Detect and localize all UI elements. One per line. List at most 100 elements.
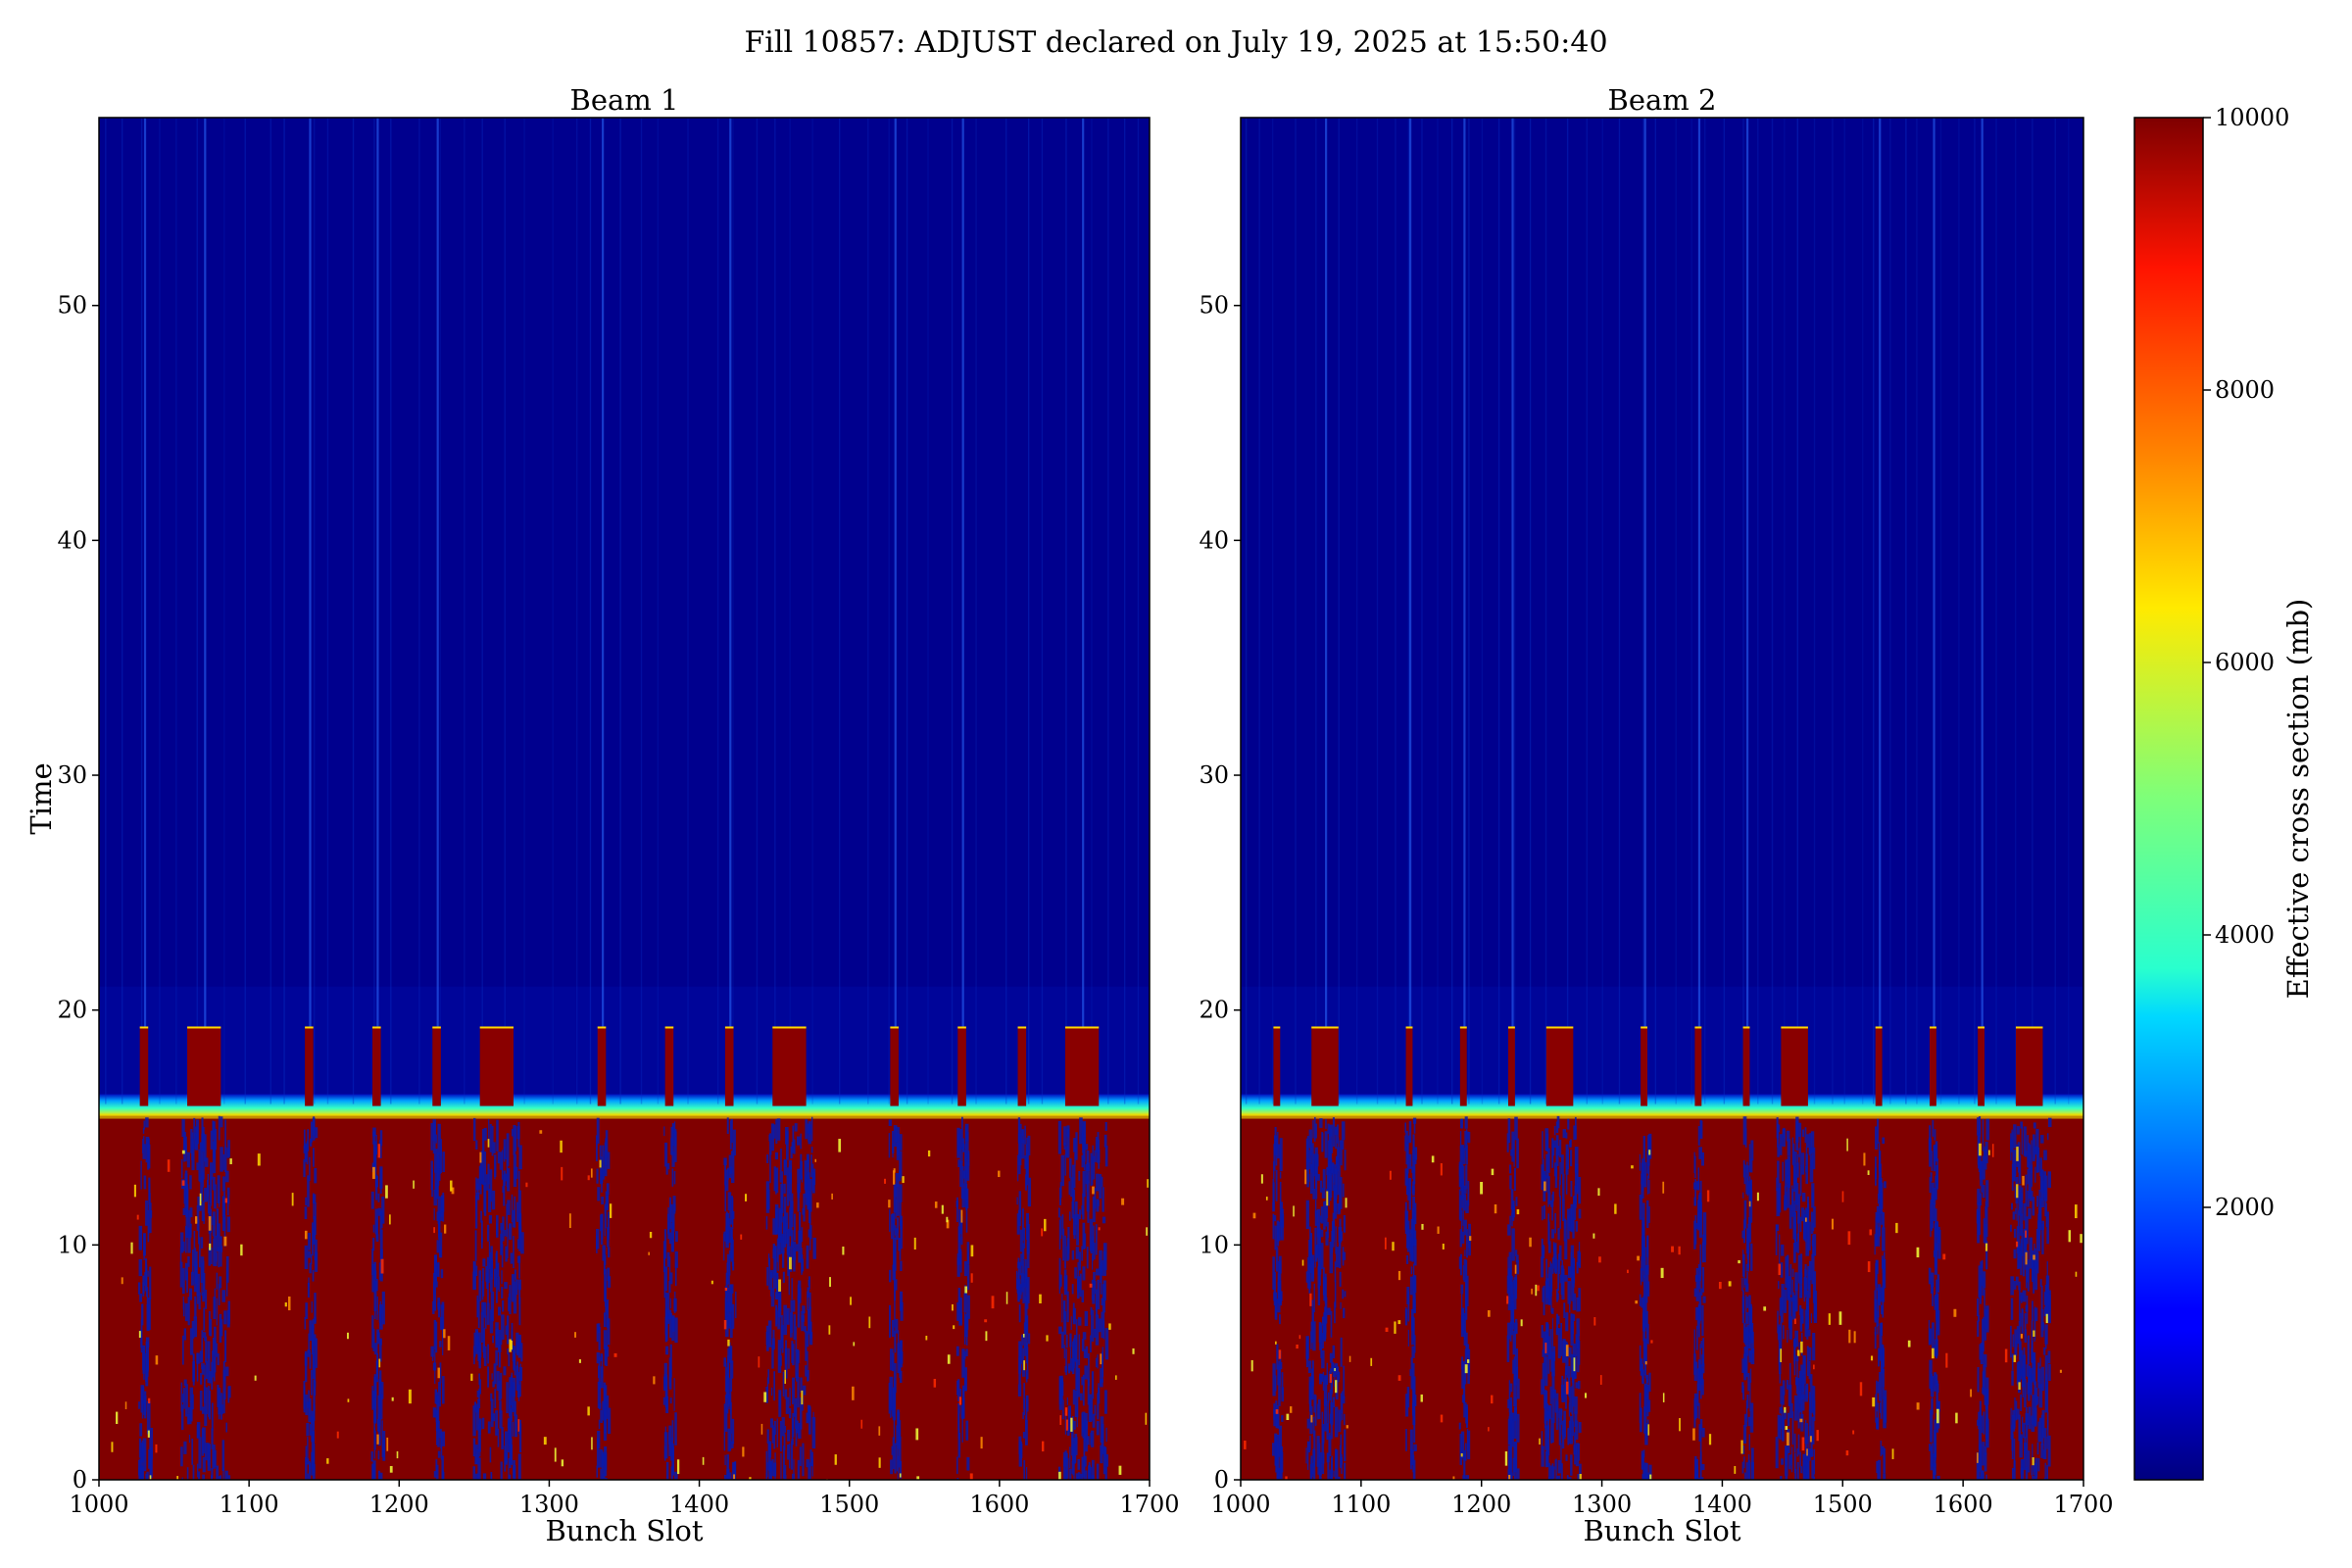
colorbar-gradient xyxy=(2133,117,2204,1481)
gap-speck xyxy=(436,1155,440,1186)
noise-dot xyxy=(1544,1343,1547,1353)
gap-speck xyxy=(1023,1383,1025,1409)
gap-speck xyxy=(2019,1213,2024,1236)
gap-speck xyxy=(514,1400,516,1416)
gap-speck xyxy=(1092,1295,1096,1304)
faint-streak xyxy=(1315,118,1317,1104)
faint-streak xyxy=(352,118,355,1104)
noise-dot xyxy=(1763,1306,1767,1311)
gap-speck xyxy=(1693,1220,1696,1250)
gap-speck xyxy=(1936,1279,1938,1311)
noise-dot xyxy=(1508,1474,1511,1480)
gap-speck xyxy=(1057,1120,1062,1154)
noise-dot xyxy=(590,1168,593,1178)
gap-speck xyxy=(1410,1449,1414,1466)
gap-speck xyxy=(487,1224,490,1242)
gap-speck xyxy=(725,1272,728,1297)
gap-speck xyxy=(516,1239,520,1250)
gap-speck xyxy=(1551,1390,1555,1423)
gap-speck xyxy=(892,1237,897,1271)
gap-speck xyxy=(1309,1233,1313,1265)
faint-streak xyxy=(1813,118,1816,1104)
gap-speck xyxy=(1747,1217,1752,1243)
gap-speck xyxy=(1075,1359,1079,1391)
gap-speck xyxy=(1555,1400,1559,1431)
gap-speck xyxy=(433,1319,437,1350)
gap-speck xyxy=(1795,1241,1798,1252)
gap-speck xyxy=(188,1288,193,1300)
gap-speck xyxy=(205,1361,208,1380)
gap-speck xyxy=(797,1185,800,1212)
gap-speck xyxy=(1412,1275,1416,1290)
gap-speck xyxy=(1541,1325,1544,1339)
train-cap xyxy=(1545,1026,1574,1106)
gap-speck xyxy=(1307,1441,1311,1453)
gap-speck xyxy=(2040,1366,2044,1392)
gap-speck xyxy=(505,1246,508,1262)
train-cap-edge xyxy=(187,1026,221,1029)
gap-speck xyxy=(1799,1132,1801,1166)
gap-speck xyxy=(780,1149,782,1170)
gap-speck xyxy=(1976,1451,1980,1480)
gap-speck xyxy=(507,1200,511,1215)
gap-speck xyxy=(1279,1138,1283,1172)
gap-speck xyxy=(181,1268,185,1295)
gap-speck xyxy=(1544,1425,1547,1450)
gap-speck xyxy=(965,1348,968,1357)
noise-dot xyxy=(1648,1150,1651,1155)
gap-speck xyxy=(771,1458,774,1477)
gap-speck xyxy=(488,1119,490,1148)
gap-speck xyxy=(502,1299,505,1312)
beam2-ticks: 1000 1100 1200 1300 1400 1500 1600 170001020304… xyxy=(1199,292,2113,1518)
gap-speck xyxy=(1542,1245,1545,1259)
faint-streak xyxy=(1974,118,1976,1104)
gap-speck xyxy=(786,1178,790,1206)
gap-speck xyxy=(1798,1370,1802,1382)
gap-speck xyxy=(180,1158,183,1179)
gap-speck xyxy=(809,1225,812,1240)
gap-speck xyxy=(1507,1118,1511,1144)
noise-dot xyxy=(933,1378,937,1388)
gap-speck xyxy=(668,1280,671,1293)
gap-speck xyxy=(1337,1124,1339,1144)
gap-speck xyxy=(1550,1307,1554,1314)
gap-speck xyxy=(1544,1390,1547,1409)
gap-speck xyxy=(1101,1176,1103,1188)
noise-dot xyxy=(2045,1313,2048,1324)
gap-speck xyxy=(1547,1336,1550,1350)
gap-speck xyxy=(180,1382,183,1412)
gap-speck xyxy=(808,1279,810,1286)
gap-speck xyxy=(1459,1253,1462,1276)
gap-speck xyxy=(1798,1122,1802,1137)
noise-dot xyxy=(902,1176,905,1184)
gap-speck xyxy=(1560,1443,1562,1470)
gap-speck xyxy=(1877,1194,1880,1204)
gap-speck xyxy=(142,1275,145,1294)
gap-speck xyxy=(1078,1317,1082,1326)
gap-speck xyxy=(1979,1444,1983,1472)
noise-dot xyxy=(1984,1243,1988,1251)
gap-speck xyxy=(1082,1332,1087,1340)
gap-speck xyxy=(312,1352,316,1380)
gap-speck xyxy=(1935,1208,1937,1238)
gap-speck xyxy=(1318,1244,1322,1275)
gap-speck xyxy=(1321,1333,1324,1349)
gap-speck xyxy=(783,1304,788,1336)
gap-speck xyxy=(2035,1228,2038,1254)
gap-speck xyxy=(1507,1224,1511,1236)
gap-speck xyxy=(374,1174,378,1200)
gap-speck xyxy=(1020,1253,1023,1266)
gap-speck xyxy=(204,1134,207,1162)
gap-speck xyxy=(1077,1472,1081,1480)
gap-speck xyxy=(798,1288,802,1303)
gap-speck xyxy=(888,1269,892,1283)
gap-speck xyxy=(1563,1378,1565,1402)
gap-speck xyxy=(768,1257,771,1291)
gap-speck xyxy=(1340,1301,1342,1309)
gap-speck xyxy=(1334,1280,1337,1308)
gap-speck xyxy=(1779,1234,1781,1266)
faint-streak xyxy=(756,118,759,1104)
gap-speck xyxy=(767,1443,771,1470)
gap-speck xyxy=(1744,1472,1746,1480)
gap-speck xyxy=(798,1230,803,1263)
